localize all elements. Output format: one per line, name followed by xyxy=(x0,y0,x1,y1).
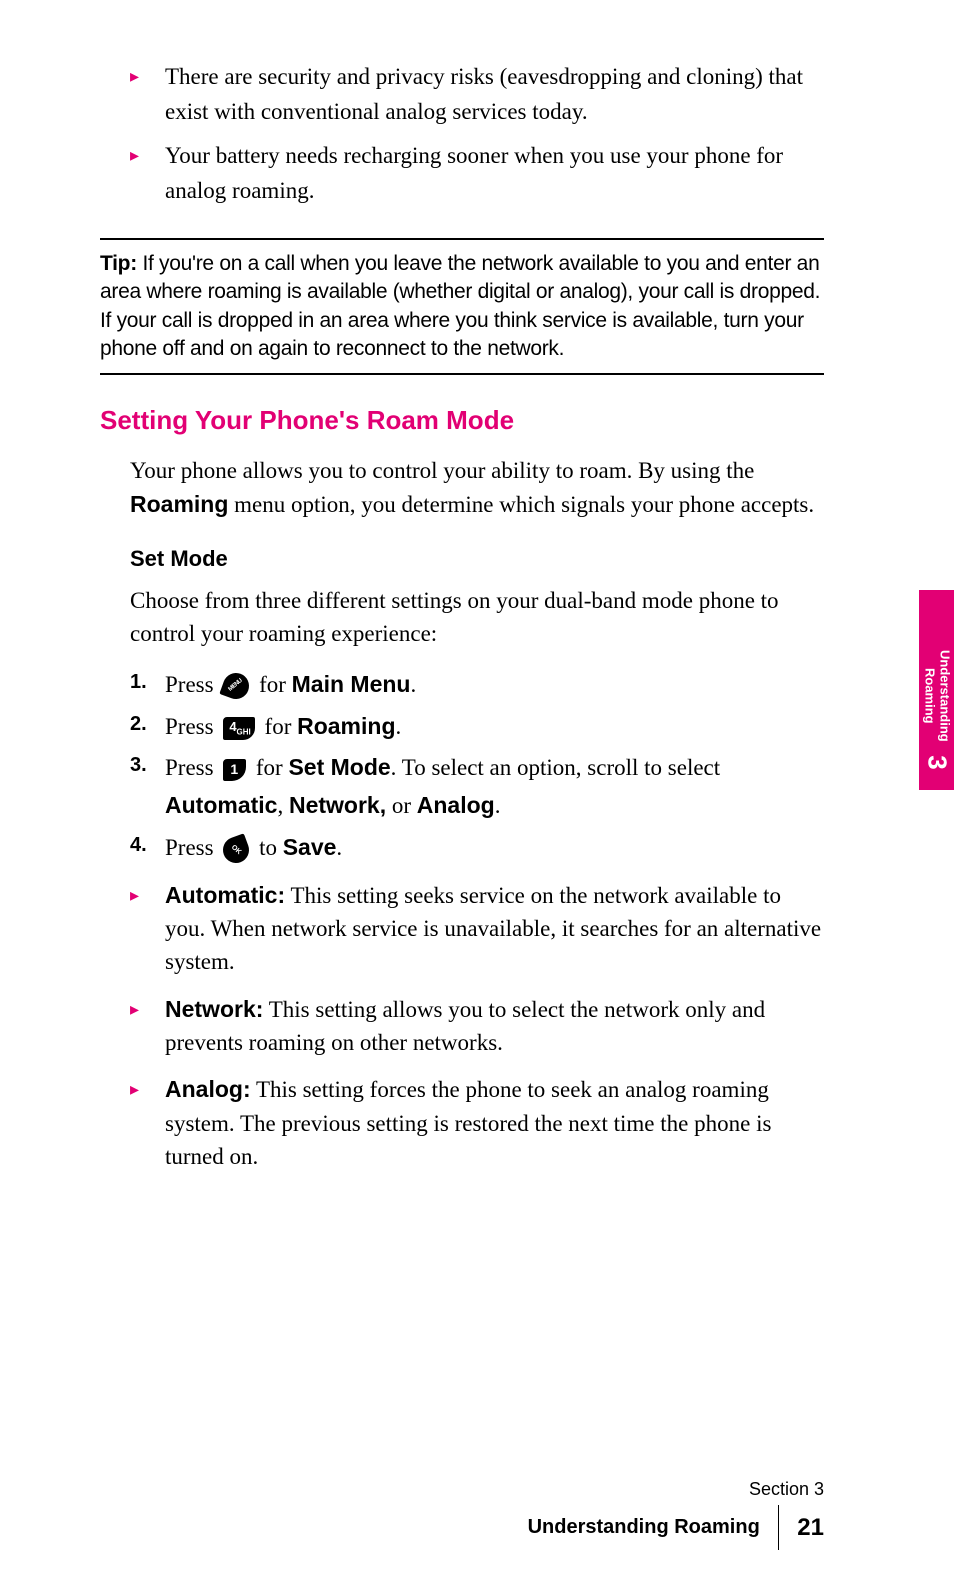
side-tab-chapter-number: 3 xyxy=(921,755,952,769)
option-desc: This setting forces the phone to seek an… xyxy=(165,1077,771,1169)
step-item: 4. Press to Save. xyxy=(130,829,824,867)
one-key-icon: 1 xyxy=(223,759,246,781)
ok-key-icon xyxy=(220,833,253,866)
bullet-item: Your battery needs recharging sooner whe… xyxy=(130,139,824,208)
step-item: 2. Press 4GHI for Roaming. xyxy=(130,708,824,746)
option-term: Analog: xyxy=(165,1076,251,1102)
chapter-side-tab: UnderstandingRoaming 3 xyxy=(919,590,954,790)
tip-label: Tip: xyxy=(100,252,137,275)
bold-term: Main Menu xyxy=(292,671,411,697)
bold-term: Roaming xyxy=(297,713,395,739)
bullet-item: There are security and privacy risks (ea… xyxy=(130,60,824,129)
options-list: Automatic: This setting seeks service on… xyxy=(100,879,824,1174)
footer-title: Understanding Roaming xyxy=(528,1516,760,1539)
tip-box: Tip: If you're on a call when you leave … xyxy=(100,238,824,375)
option-term: Automatic: xyxy=(165,882,285,908)
footer-title-row: Understanding Roaming 21 xyxy=(528,1505,824,1550)
bold-term: Set Mode xyxy=(288,754,390,780)
side-tab-label: UnderstandingRoaming xyxy=(922,650,952,742)
page-content: There are security and privacy risks (ea… xyxy=(0,0,954,1227)
numbered-steps: 1. Press for Main Menu. 2. Press 4GHI fo… xyxy=(100,666,824,867)
option-item: Analog: This setting forces the phone to… xyxy=(130,1073,824,1173)
sub-heading: Set Mode xyxy=(100,546,824,572)
tip-text: If you're on a call when you leave the n… xyxy=(100,252,820,360)
option-term: Network: xyxy=(165,996,263,1022)
sub-paragraph: Choose from three different settings on … xyxy=(100,584,824,651)
bold-term: Save xyxy=(283,834,337,860)
bold-term: Automatic xyxy=(165,792,277,818)
menu-key-icon xyxy=(220,670,253,703)
page-footer: Section 3 Understanding Roaming 21 xyxy=(528,1479,824,1550)
step-number: 3. xyxy=(130,749,147,781)
bold-term: Roaming xyxy=(130,491,228,517)
bold-term: Analog xyxy=(417,792,495,818)
step-item: 3. Press 1 for Set Mode. To select an op… xyxy=(130,749,824,825)
step-number: 1. xyxy=(130,666,147,698)
bold-term: Network, xyxy=(289,792,386,818)
footer-divider xyxy=(778,1505,780,1550)
section-heading: Setting Your Phone's Roam Mode xyxy=(100,405,824,436)
step-number: 4. xyxy=(130,829,147,861)
step-number: 2. xyxy=(130,708,147,740)
option-item: Network: This setting allows you to sele… xyxy=(130,993,824,1060)
footer-section-label: Section 3 xyxy=(528,1479,824,1500)
four-ghi-key-icon: 4GHI xyxy=(223,717,254,740)
intro-paragraph: Your phone allows you to control your ab… xyxy=(100,454,824,521)
option-item: Automatic: This setting seeks service on… xyxy=(130,879,824,979)
footer-page-number: 21 xyxy=(797,1514,824,1542)
intro-bullet-list: There are security and privacy risks (ea… xyxy=(130,60,824,208)
step-item: 1. Press for Main Menu. xyxy=(130,666,824,704)
